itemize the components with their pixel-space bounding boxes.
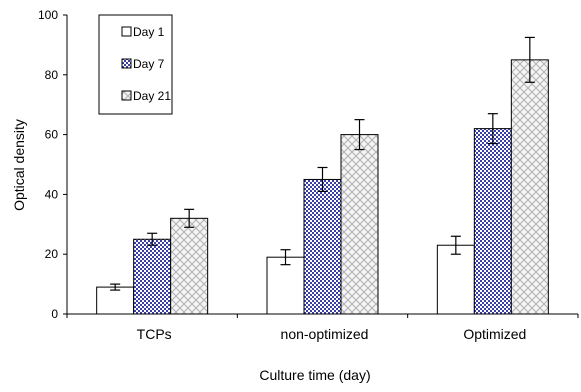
legend-label: Day 21	[133, 89, 171, 103]
bar	[473, 128, 512, 315]
legend-box	[98, 14, 173, 115]
bar	[510, 59, 549, 315]
bar	[96, 286, 135, 315]
y-tick-label: 0	[51, 307, 58, 321]
bar	[436, 244, 475, 315]
y-axis-title: Optical density	[11, 119, 27, 211]
legend-label: Day 1	[133, 25, 165, 39]
bar	[303, 178, 342, 315]
legend-label: Day 7	[133, 57, 165, 71]
y-tick-label: 20	[45, 247, 59, 261]
bar	[266, 256, 305, 315]
y-tick-label: 80	[45, 68, 59, 82]
x-tick-label: non-optimized	[281, 326, 369, 342]
bar	[133, 238, 172, 315]
legend: Day 1 Day 7 Day 21	[98, 14, 173, 115]
x-tick-label: TCPs	[137, 326, 172, 342]
bar	[170, 217, 209, 315]
legend-swatch	[121, 90, 132, 101]
y-tick-label: 40	[45, 187, 59, 201]
bar	[340, 134, 379, 315]
x-axis-title: Culture time (day)	[259, 367, 370, 383]
y-tick-label: 60	[45, 128, 59, 142]
x-tick-label: Optimized	[463, 326, 526, 342]
legend-swatch	[121, 26, 132, 37]
y-tick-label: 100	[38, 8, 58, 22]
legend-swatch	[121, 58, 132, 69]
